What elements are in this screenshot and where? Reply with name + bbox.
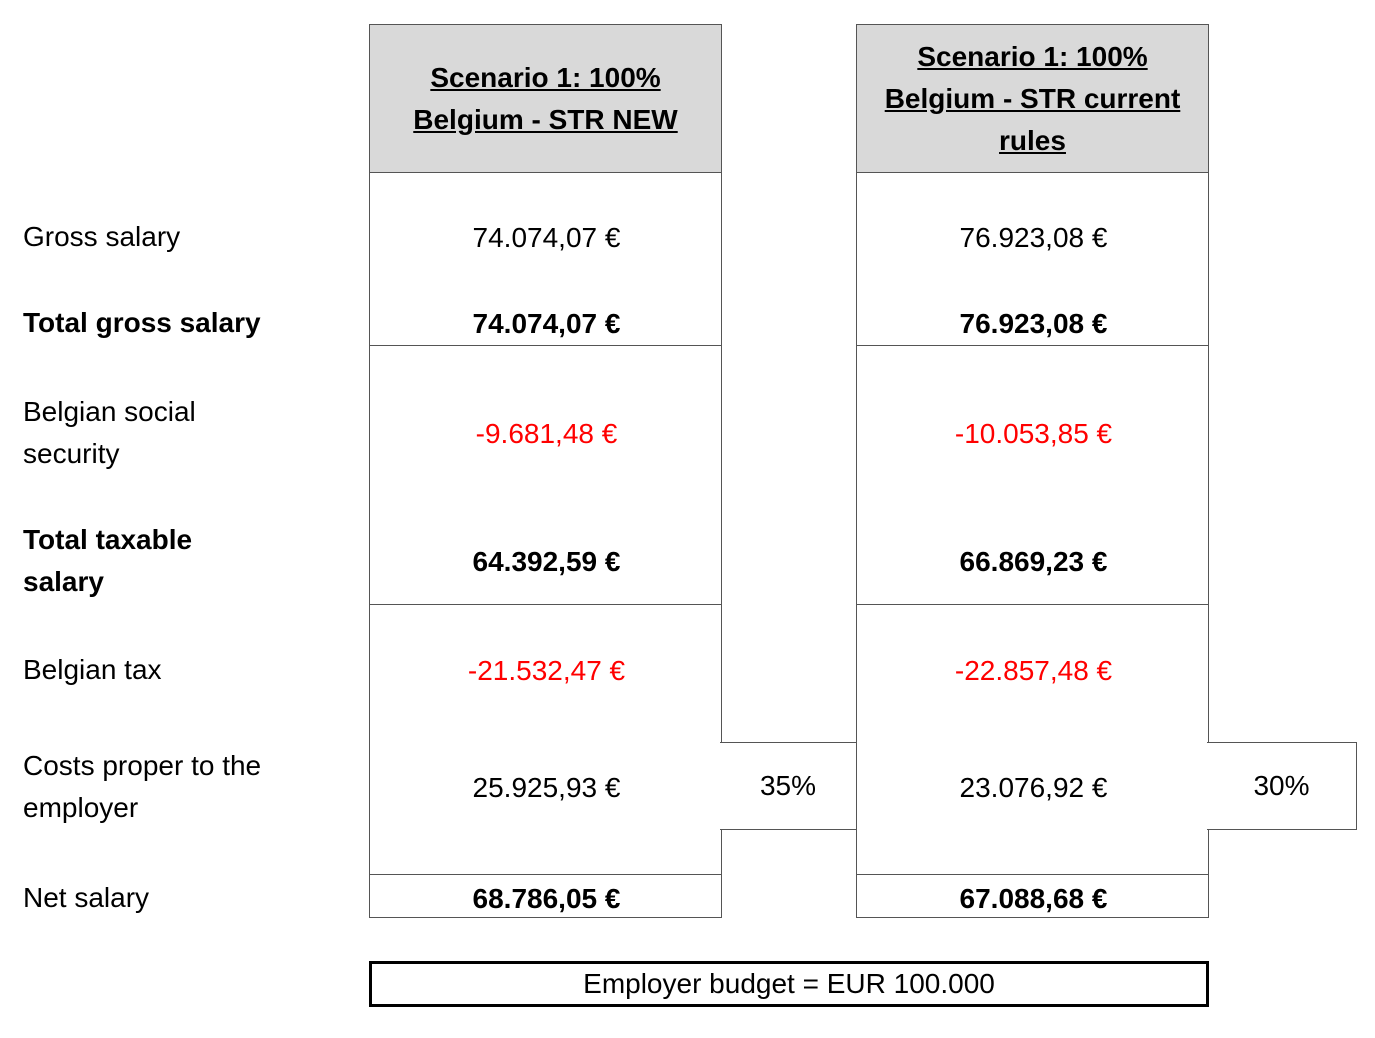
divider bbox=[857, 874, 1208, 875]
gross-salary-value: 74.074,07 € bbox=[472, 222, 621, 253]
social-security-value: -10.053,85 € bbox=[954, 418, 1113, 449]
employer-budget-box: Employer budget = EUR 100.000 bbox=[369, 961, 1209, 1007]
scenario-column-2: Scenario 1: 100% Belgium - STR current r… bbox=[856, 24, 1209, 918]
belgian-tax-value: -21.532,47 € bbox=[467, 655, 626, 686]
label-total-taxable-salary: Total taxable salary bbox=[23, 524, 193, 597]
gross-salary-value: 76.923,08 € bbox=[959, 222, 1108, 253]
divider bbox=[370, 874, 721, 875]
scenario-title: Scenario 1: 100% Belgium - STR NEW bbox=[413, 61, 678, 135]
net-salary-value: 68.786,05 € bbox=[472, 883, 621, 914]
label-belgian-social-security: Belgian social security bbox=[23, 396, 196, 469]
taxable-salary-value: 64.392,59 € bbox=[472, 546, 621, 577]
label-net-salary: Net salary bbox=[23, 882, 150, 913]
total-gross-salary-value: 76.923,08 € bbox=[959, 308, 1108, 339]
taxable-salary-value: 66.869,23 € bbox=[959, 546, 1108, 577]
costs-percentage-2: 30% bbox=[1207, 742, 1357, 830]
divider bbox=[370, 345, 721, 346]
scenario-header: Scenario 1: 100% Belgium - STR NEW bbox=[370, 25, 721, 173]
label-total-gross-salary: Total gross salary bbox=[23, 307, 261, 338]
divider bbox=[857, 345, 1208, 346]
label-belgian-tax: Belgian tax bbox=[23, 654, 162, 685]
costs-percentage-1: 35% bbox=[720, 742, 857, 830]
costs-proper-value: 23.076,92 € bbox=[959, 772, 1108, 803]
label-costs-proper: Costs proper to the employer bbox=[23, 750, 262, 823]
costs-proper-value: 25.925,93 € bbox=[472, 772, 621, 803]
social-security-value: -9.681,48 € bbox=[475, 418, 618, 449]
label-gross-salary: Gross salary bbox=[23, 221, 181, 252]
divider bbox=[370, 604, 721, 605]
net-salary-value: 67.088,68 € bbox=[959, 883, 1108, 914]
belgian-tax-value: -22.857,48 € bbox=[954, 655, 1113, 686]
scenario-title: Scenario 1: 100% Belgium - STR current r… bbox=[884, 40, 1181, 156]
total-gross-salary-value: 74.074,07 € bbox=[472, 308, 621, 339]
divider bbox=[857, 604, 1208, 605]
scenario-column-1: Scenario 1: 100% Belgium - STR NEW 74.07… bbox=[369, 24, 722, 918]
scenario-header: Scenario 1: 100% Belgium - STR current r… bbox=[857, 25, 1208, 173]
